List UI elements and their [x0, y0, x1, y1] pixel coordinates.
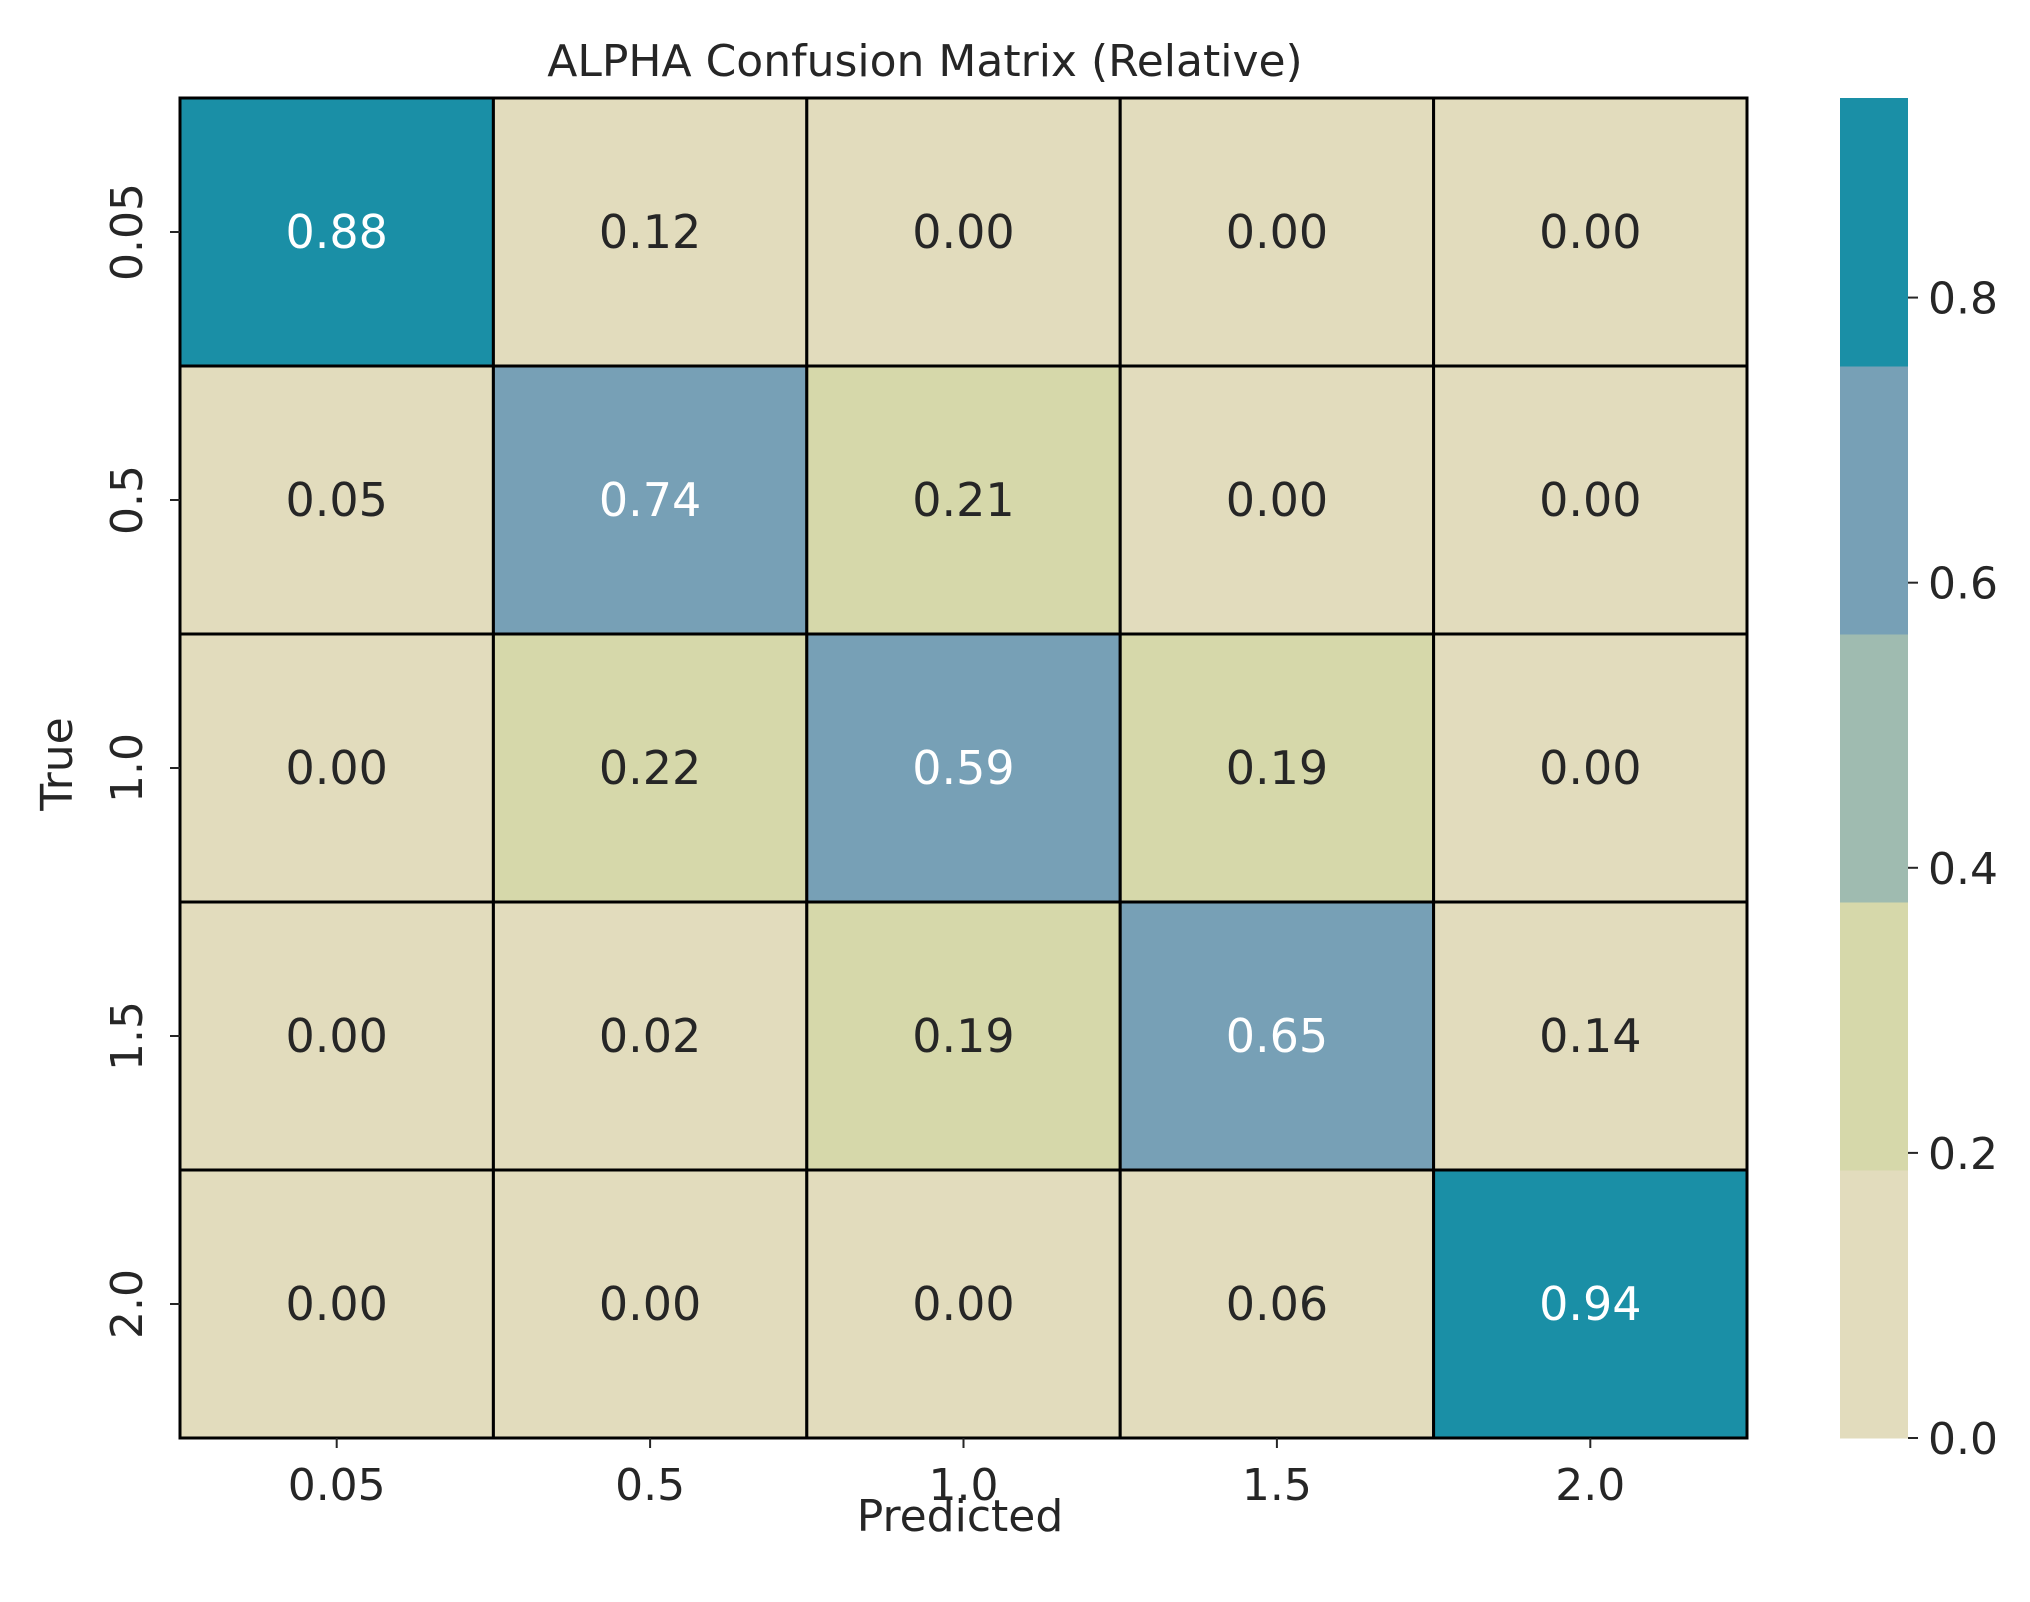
heatmap-cell	[805, 632, 1122, 904]
cell-value-label: 0.00	[912, 205, 1014, 259]
x-tick-label: 0.5	[615, 1460, 685, 1511]
colorbar-segment	[1840, 1170, 1908, 1439]
heatmap-cell	[805, 900, 1122, 1172]
cell-value-label: 0.00	[285, 741, 387, 795]
x-axis-label: Predicted	[857, 1491, 1064, 1542]
colorbar-segment	[1840, 902, 1908, 1171]
chart-title: ALPHA Confusion Matrix (Relative)	[547, 36, 1302, 87]
x-tick-label: 1.5	[1242, 1460, 1312, 1511]
x-tick-label: 2.0	[1555, 1460, 1625, 1511]
heatmap-cell	[1432, 900, 1749, 1172]
heatmap-cell	[1432, 632, 1749, 904]
heatmap-cell	[491, 1168, 809, 1440]
heatmap-cell	[491, 900, 809, 1172]
y-tick-label: 1.0	[102, 733, 153, 803]
heatmap-cell	[1118, 900, 1436, 1172]
heatmap-cell	[1118, 1168, 1436, 1440]
heatmap-cell	[491, 364, 809, 636]
cell-value-label: 0.22	[599, 741, 701, 795]
cell-value-label: 0.06	[1226, 1277, 1328, 1331]
y-axis-ticks: 0.05 0.5 1.0 1.5 2.0	[102, 183, 180, 1339]
heatmap-cell	[805, 364, 1122, 636]
cell-value-label: 0.59	[912, 741, 1014, 795]
colorbar-tick-label: 0.6	[1928, 559, 1998, 610]
x-tick-label: 1.0	[929, 1460, 999, 1511]
cell-value-label: 0.19	[912, 1009, 1014, 1063]
heatmap-cell	[805, 96, 1122, 368]
colorbar-tick-label: 0.0	[1928, 1414, 1998, 1465]
cell-value-label: 0.00	[912, 1277, 1014, 1331]
heatmap-cell	[491, 96, 809, 368]
cell-value-label: 0.65	[1226, 1009, 1328, 1063]
colorbar-segment	[1840, 634, 1908, 903]
colorbar-segment	[1840, 98, 1908, 367]
cell-value-label: 0.00	[1226, 205, 1328, 259]
x-axis-ticks: 0.05 0.5 1.0 1.5 2.0	[288, 1438, 1625, 1511]
heatmap-cell	[1118, 632, 1436, 904]
cell-value-label: 0.05	[285, 473, 387, 527]
cell-value-label: 0.00	[1226, 473, 1328, 527]
heatmap-cell	[1432, 1168, 1749, 1440]
heatmap-cell	[178, 96, 495, 368]
heatmap-cell	[1118, 96, 1436, 368]
heatmap-cell	[178, 1168, 495, 1440]
y-tick-label: 0.05	[102, 183, 153, 281]
y-tick-label: 1.5	[102, 1001, 153, 1071]
colorbar-segment	[1840, 366, 1908, 635]
cell-value-label: 0.74	[599, 473, 701, 527]
cell-value-label: 0.00	[1539, 473, 1641, 527]
heatmap-cells: 0.88 0.12 0.00 0.00 0.00 0.05 0.74 0.21 0.00 0.00…	[178, 96, 1749, 1440]
cell-value-label: 0.00	[1539, 741, 1641, 795]
y-tick-label: 0.5	[102, 465, 153, 535]
cell-value-label: 0.19	[1226, 741, 1328, 795]
cell-value-label: 0.14	[1539, 1009, 1641, 1063]
heatmap-cell	[178, 900, 495, 1172]
cell-value-label: 0.02	[599, 1009, 701, 1063]
cell-value-label: 0.94	[1539, 1277, 1641, 1331]
heatmap-cell	[1118, 364, 1436, 636]
heatmap-cell	[491, 632, 809, 904]
cell-value-label: 0.00	[285, 1277, 387, 1331]
colorbar-tick-label: 0.4	[1928, 844, 1998, 895]
cell-value-label: 0.00	[285, 1009, 387, 1063]
colorbar: 0.0 0.2 0.4 0.6 0.8	[1840, 98, 1998, 1465]
x-tick-label: 0.05	[288, 1460, 386, 1511]
cell-value-label: 0.21	[912, 473, 1014, 527]
y-axis-label: True	[32, 717, 83, 811]
y-tick-label: 2.0	[102, 1269, 153, 1339]
cell-value-label: 0.88	[285, 205, 387, 259]
cell-value-label: 0.00	[599, 1277, 701, 1331]
heatmap-cell	[805, 1168, 1122, 1440]
colorbar-tick-label: 0.2	[1928, 1129, 1998, 1180]
heatmap-cell	[1432, 364, 1749, 636]
cell-value-label: 0.00	[1539, 205, 1641, 259]
colorbar-tick-label: 0.8	[1928, 274, 1998, 325]
cell-value-label: 0.12	[599, 205, 701, 259]
